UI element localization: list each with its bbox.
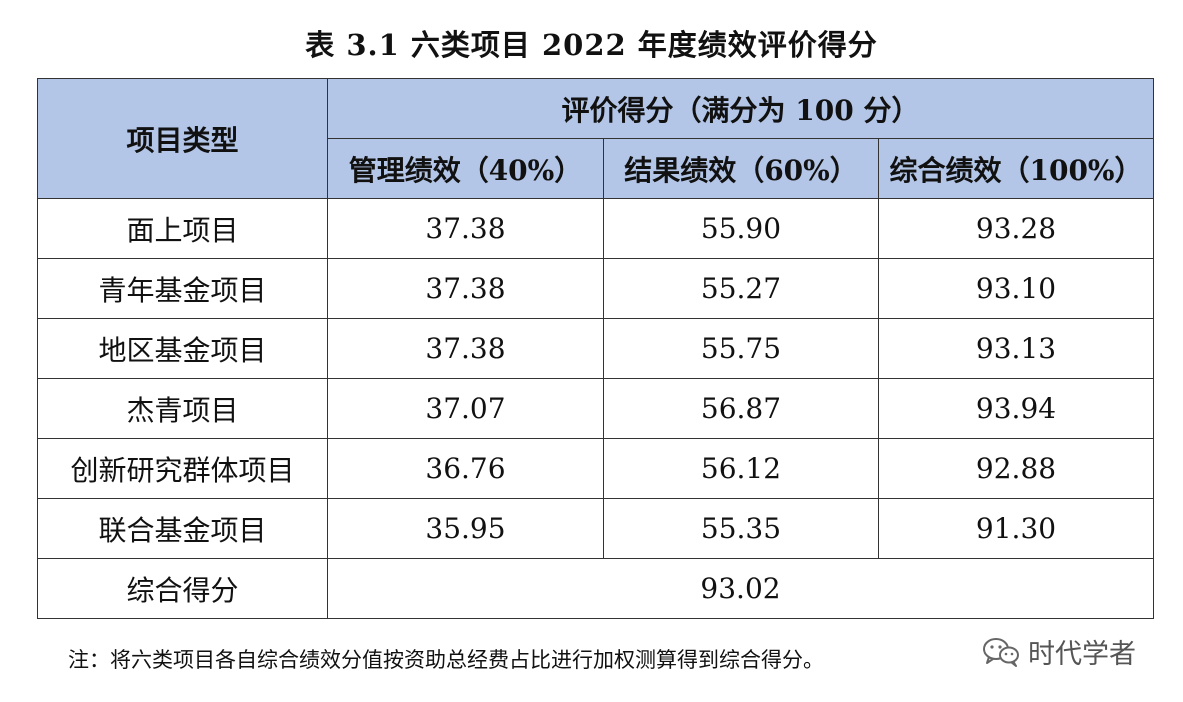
row-name: 联合基金项目 xyxy=(37,498,328,559)
watermark: 时代学者 xyxy=(982,632,1136,671)
row-overall: 91.30 xyxy=(877,498,1155,559)
header-overall: 综合绩效（100%） xyxy=(877,138,1155,199)
table-row: 地区基金项目 37.38 55.75 93.13 xyxy=(37,318,1155,379)
row-result: 55.90 xyxy=(603,198,879,259)
table-note: 注：将六类项目各自综合绩效分值按资助总经费占比进行加权测算得到综合得分。 xyxy=(68,648,824,672)
row-overall: 93.13 xyxy=(877,318,1155,379)
table-row: 创新研究群体项目 36.76 56.12 92.88 xyxy=(37,438,1155,499)
row-management: 37.07 xyxy=(327,378,604,439)
row-result: 56.87 xyxy=(603,378,879,439)
row-management: 37.38 xyxy=(327,318,604,379)
row-management: 37.38 xyxy=(327,258,604,319)
row-result: 56.12 xyxy=(603,438,879,499)
header-management: 管理绩效（40%） xyxy=(327,138,604,199)
row-result: 55.75 xyxy=(603,318,879,379)
row-overall: 93.10 xyxy=(877,258,1155,319)
row-name: 杰青项目 xyxy=(37,378,328,439)
header-project-type: 项目类型 xyxy=(37,78,328,199)
row-result: 55.35 xyxy=(603,498,879,559)
summary-row: 综合得分 93.02 xyxy=(37,558,1155,619)
row-name: 青年基金项目 xyxy=(37,258,328,319)
header-result: 结果绩效（60%） xyxy=(603,138,879,199)
table-row: 联合基金项目 35.95 55.35 91.30 xyxy=(37,498,1155,559)
row-overall: 93.28 xyxy=(877,198,1155,259)
row-name: 地区基金项目 xyxy=(37,318,328,379)
row-overall: 92.88 xyxy=(877,438,1155,499)
row-overall: 93.94 xyxy=(877,378,1155,439)
row-management: 37.38 xyxy=(327,198,604,259)
performance-table: 项目类型 评价得分（满分为 100 分） 管理绩效（40%） 结果绩效（60%）… xyxy=(37,78,1155,619)
summary-label: 综合得分 xyxy=(37,558,328,619)
row-management: 36.76 xyxy=(327,438,604,499)
header-score-group: 评价得分（满分为 100 分） xyxy=(326,78,1155,139)
wechat-icon xyxy=(982,636,1020,668)
watermark-text: 时代学者 xyxy=(1028,639,1136,670)
summary-value: 93.02 xyxy=(326,558,1155,619)
row-result: 55.27 xyxy=(603,258,879,319)
table-title: 表 3.1 六类项目 2022 年度绩效评价得分 xyxy=(305,28,878,62)
table-row: 面上项目 37.38 55.90 93.28 xyxy=(37,198,1155,259)
row-management: 35.95 xyxy=(327,498,604,559)
row-name: 面上项目 xyxy=(37,198,328,259)
table-row: 青年基金项目 37.38 55.27 93.10 xyxy=(37,258,1155,319)
row-name: 创新研究群体项目 xyxy=(37,438,328,499)
table-row: 杰青项目 37.07 56.87 93.94 xyxy=(37,378,1155,439)
